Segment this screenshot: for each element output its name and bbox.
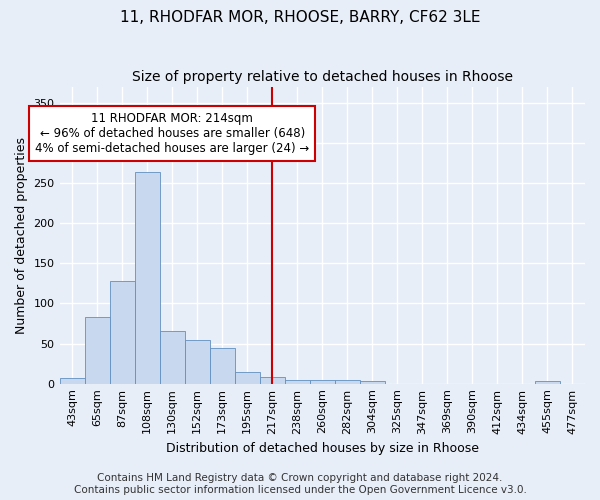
- Text: 11 RHODFAR MOR: 214sqm
← 96% of detached houses are smaller (648)
4% of semi-det: 11 RHODFAR MOR: 214sqm ← 96% of detached…: [35, 112, 309, 156]
- Bar: [235, 372, 260, 384]
- Bar: [260, 378, 285, 384]
- Bar: [85, 317, 110, 384]
- Bar: [209, 348, 235, 384]
- Title: Size of property relative to detached houses in Rhoose: Size of property relative to detached ho…: [132, 70, 513, 84]
- Bar: [59, 378, 85, 384]
- Text: Contains HM Land Registry data © Crown copyright and database right 2024.
Contai: Contains HM Land Registry data © Crown c…: [74, 474, 526, 495]
- Y-axis label: Number of detached properties: Number of detached properties: [15, 136, 28, 334]
- Text: 11, RHODFAR MOR, RHOOSE, BARRY, CF62 3LE: 11, RHODFAR MOR, RHOOSE, BARRY, CF62 3LE: [120, 10, 480, 25]
- Bar: [360, 382, 385, 384]
- Bar: [160, 332, 185, 384]
- Bar: [285, 380, 310, 384]
- Bar: [335, 380, 360, 384]
- Bar: [535, 382, 560, 384]
- Bar: [310, 380, 335, 384]
- Bar: [134, 172, 160, 384]
- Bar: [110, 281, 134, 384]
- Bar: [185, 340, 209, 384]
- X-axis label: Distribution of detached houses by size in Rhoose: Distribution of detached houses by size …: [166, 442, 479, 455]
